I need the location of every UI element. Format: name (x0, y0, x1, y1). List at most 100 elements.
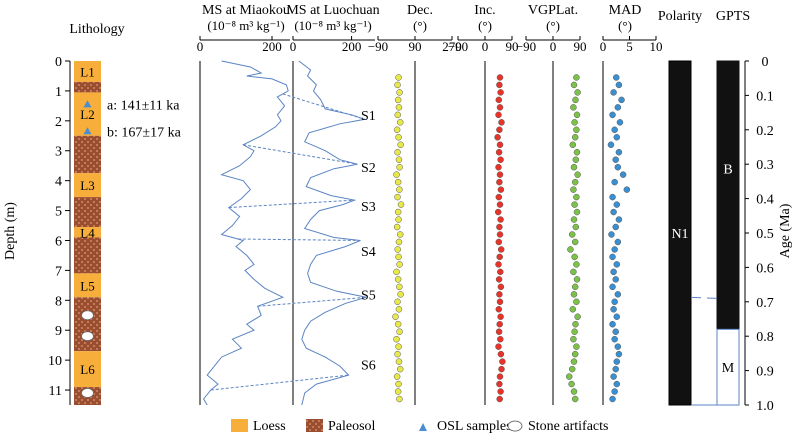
mad-title: MAD (609, 3, 642, 18)
vgp-latitude-point (570, 358, 578, 365)
vgp-latitude-point (571, 350, 579, 358)
legend-swatch-loess (231, 419, 248, 432)
lithology-unit-paleosol (74, 81, 101, 93)
inclination-point (497, 268, 504, 276)
mad-point (619, 171, 627, 178)
ms-miaokou-title: MS at Miaokou (202, 3, 290, 18)
declination-point (396, 163, 403, 171)
lithology-unit-label: L5 (80, 278, 94, 293)
stone-artifact-marker (81, 310, 94, 321)
vgp-latitude-point (570, 335, 577, 343)
mad-point (611, 246, 618, 253)
inclination-point (495, 328, 503, 335)
lithology-unit-paleosol (74, 237, 101, 274)
legend-label: OSL samples (437, 419, 512, 434)
inclination-point (496, 223, 503, 231)
mad-point (611, 178, 618, 186)
declination-point (394, 320, 402, 328)
inclination-point (497, 335, 504, 343)
mad-point (610, 89, 617, 96)
declination-point (393, 126, 401, 134)
age-tick-label: 0.9 (756, 365, 774, 380)
depth-tick-label: 2 (55, 115, 62, 130)
inclination-point (495, 261, 502, 268)
stone-artifact-marker (81, 388, 94, 398)
ms-miaokou-unit: (10⁻⁸ m³ kg⁻¹) (207, 18, 284, 33)
declination-point (394, 350, 401, 358)
soil-unit-label: S2 (361, 161, 376, 176)
vgp-latitude-point (570, 81, 578, 89)
mad-panel: MAD (°) 0 5 10 (600, 3, 663, 405)
lithology-unit-label: L4 (80, 225, 95, 240)
vgp-latitude-point (570, 163, 578, 171)
declination-point (396, 119, 404, 126)
depth-tick-label: 9 (55, 324, 62, 339)
mad-point (615, 81, 623, 89)
mad-point (611, 335, 618, 343)
declination-point (396, 365, 404, 373)
declination-point (395, 156, 403, 163)
mad-point (613, 74, 620, 81)
mad-point (609, 111, 616, 119)
legend-label: Stone artifacts (528, 419, 608, 434)
polarity-zone-label: N1 (671, 227, 688, 242)
inclination-point (495, 276, 503, 283)
mad-point (616, 119, 624, 126)
mad-point (615, 216, 623, 223)
declination-point (393, 223, 401, 231)
depth-axis-label: Depth (m) (3, 202, 18, 260)
osl-sample-marker (83, 100, 92, 108)
age-tick-label: 0.2 (756, 124, 774, 139)
lithology-unit-labels: L1 L2 L3 L4 L5 L6 (80, 64, 95, 377)
mad-tick-label: 5 (626, 39, 633, 54)
inclination-point (496, 380, 503, 388)
declination-point (395, 380, 402, 388)
declination-point (395, 104, 403, 111)
soil-unit-label: S5 (361, 288, 376, 303)
declination-point (396, 328, 403, 335)
depth-tick-label: 5 (55, 205, 62, 220)
inclination-point (497, 388, 504, 395)
osl-sample-label: a: 141±11 ka (107, 98, 180, 113)
ms-luochuan-title: MS at Luochuan (286, 3, 379, 18)
mad-point (607, 141, 615, 149)
lithology-unit-loess (74, 227, 101, 238)
inclination-point (496, 104, 504, 111)
ms-correlation-lines: S1 S2 S3 S4 S5 S6 (210, 93, 376, 391)
lithology-unit-paleosol (74, 197, 101, 228)
ms-correlation-line (228, 199, 355, 209)
inclination-point (497, 313, 504, 321)
lithology-unit-loess (74, 173, 101, 198)
inclination-point (496, 395, 503, 403)
polarity-column: Polarity N1 (658, 9, 702, 406)
inclination-point (495, 163, 502, 171)
mad-point (612, 223, 619, 231)
declination-point (396, 395, 403, 403)
vgp-latitude-point (570, 268, 577, 276)
mad-point (609, 395, 616, 403)
vgp-latitude-point (571, 201, 578, 208)
inclination-point (497, 186, 505, 193)
inclination-point (497, 89, 504, 96)
vgp-latitude-title: VGPLat. (528, 3, 578, 18)
age-tick-label: 0.7 (756, 296, 774, 311)
gpts-tie-line (690, 296, 718, 299)
inclination-point (497, 283, 505, 291)
vgp-latitude-point (568, 231, 576, 238)
declination-point (396, 89, 403, 96)
vgp-latitude-point (565, 373, 573, 380)
inclination-point (498, 119, 505, 126)
declination-point (393, 335, 400, 343)
declination-point (394, 388, 402, 395)
age-tick-label: 0.8 (756, 330, 774, 345)
inclination-point (496, 74, 504, 81)
ms-correlation-line (282, 93, 365, 120)
vgp-latitude-point (567, 246, 574, 253)
gpts-zone-label: B (723, 162, 732, 177)
mad-point (614, 343, 622, 350)
vgp-latitude-point (573, 261, 580, 268)
inclination-point (496, 253, 503, 261)
vgp-latitude-panel: VGPLat. (°) −90 0 90 (516, 3, 587, 405)
mad-point (612, 156, 619, 163)
declination-point (397, 291, 404, 298)
